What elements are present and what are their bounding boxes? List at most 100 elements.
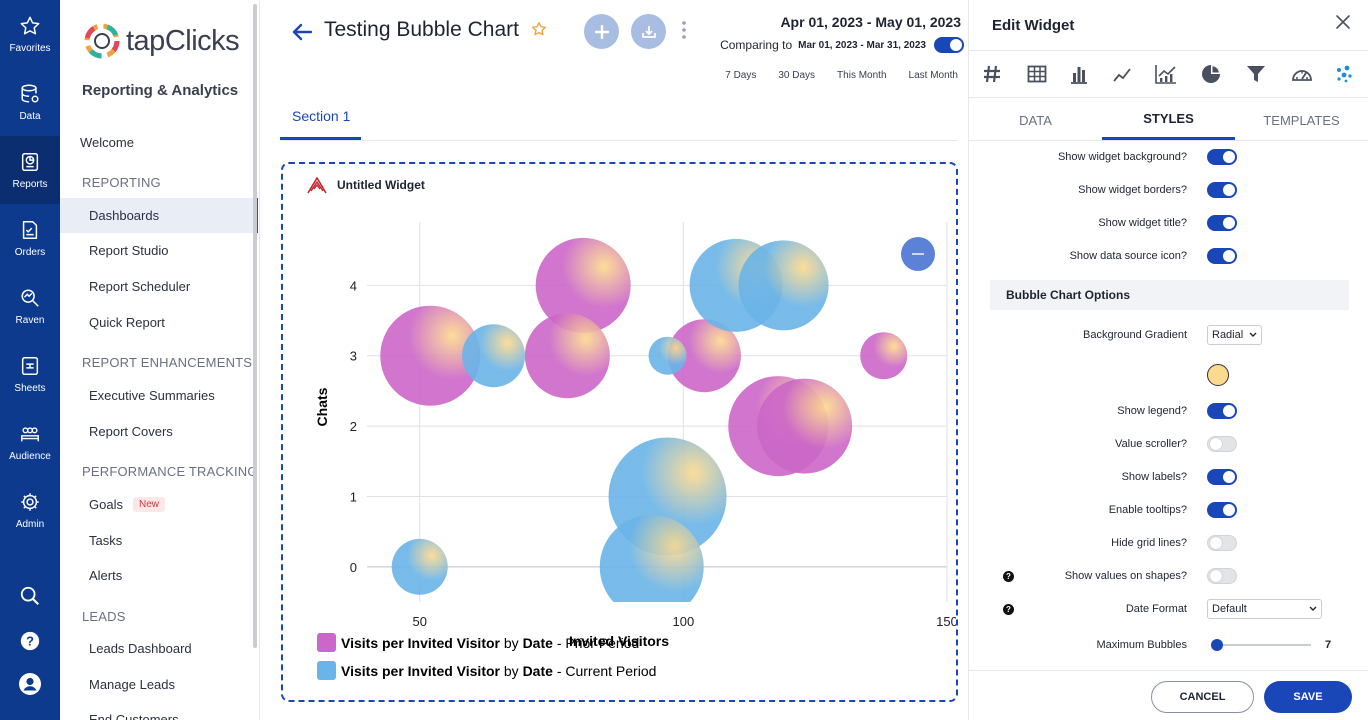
help-icon[interactable]: ? (1003, 570, 1014, 582)
quick-ranges: 7 Days 30 Days This Month Last Month (725, 70, 958, 81)
favorite-star-icon[interactable] (531, 21, 547, 37)
bubble[interactable] (391, 538, 448, 595)
option-label: Date Format (1125, 603, 1187, 615)
number-icon[interactable] (983, 64, 1001, 84)
y-tick-label: 0 (350, 560, 357, 575)
close-icon[interactable] (1335, 14, 1351, 30)
value-scroller-toggle[interactable] (1207, 436, 1237, 452)
nav-item-goals[interactable]: Goals New (60, 487, 258, 522)
nav-scrollbar[interactable] (253, 4, 257, 648)
select-value: Radial (1212, 329, 1244, 341)
background-gradient-select[interactable]: Radial (1207, 325, 1262, 345)
funnel-icon[interactable] (1246, 64, 1266, 84)
profile-button[interactable] (0, 672, 60, 696)
nav-item-leads-dashboard[interactable]: Leads Dashboard (89, 641, 192, 656)
hide-grid-lines-toggle[interactable] (1207, 535, 1237, 551)
back-arrow-icon[interactable] (291, 22, 313, 42)
rail-item-favorites[interactable]: Favorites (0, 0, 60, 68)
tab-data[interactable]: DATA (1019, 112, 1052, 128)
rail-item-audience[interactable]: Audience (0, 408, 60, 476)
range-this-month[interactable]: This Month (837, 70, 887, 81)
cancel-button[interactable]: CANCEL (1151, 681, 1254, 713)
collapse-button[interactable] (901, 237, 935, 271)
option-label: Enable tooltips? (1108, 504, 1187, 516)
bubble[interactable] (524, 313, 610, 399)
tab-section-1[interactable]: Section 1 (280, 108, 361, 140)
more-menu-icon[interactable] (679, 20, 689, 40)
reports-icon (21, 152, 39, 171)
range-last-month[interactable]: Last Month (908, 70, 958, 81)
bubble[interactable] (462, 324, 526, 388)
help-button[interactable]: ? (0, 630, 60, 652)
rail-item-orders[interactable]: Orders (0, 204, 60, 272)
bubble[interactable] (599, 514, 704, 619)
save-button[interactable]: SAVE (1264, 681, 1352, 713)
brand-logo: tapClicks (82, 18, 242, 64)
slider-track (1211, 644, 1311, 646)
rail-item-data[interactable]: Data (0, 68, 60, 136)
values-on-shapes-toggle[interactable] (1207, 568, 1237, 584)
comparison-toggle[interactable] (934, 37, 964, 53)
bubble[interactable] (648, 336, 687, 375)
nav-item-report-studio[interactable]: Report Studio (89, 243, 169, 258)
date-format-select[interactable]: Default (1207, 599, 1322, 619)
bubble[interactable] (380, 305, 481, 406)
gauge-icon[interactable] (1291, 64, 1313, 84)
line-chart-icon[interactable] (1113, 64, 1131, 84)
nav-item-tasks[interactable]: Tasks (89, 533, 123, 548)
add-button[interactable] (584, 14, 619, 49)
bubble[interactable] (860, 332, 908, 380)
show-title-toggle[interactable] (1207, 215, 1237, 231)
nav-item-report-scheduler[interactable]: Report Scheduler (89, 279, 191, 294)
legend-item-prior[interactable]: Visits per Invited Visitor by Date - Pri… (317, 633, 639, 652)
range-7-days[interactable]: 7 Days (725, 70, 757, 81)
show-borders-toggle[interactable] (1207, 182, 1237, 198)
nav-item-quick-report[interactable]: Quick Report (89, 315, 165, 330)
gradient-color-picker[interactable] (1207, 364, 1229, 386)
show-labels-toggle[interactable] (1207, 469, 1237, 485)
nav-item-end-customers[interactable]: End Customers (89, 712, 179, 720)
option-gradient-color (969, 364, 1368, 386)
legend-item-current[interactable]: Visits per Invited Visitor by Date - Cur… (317, 661, 656, 680)
tab-styles[interactable]: STYLES (1102, 100, 1235, 140)
rail-item-reports[interactable]: Reports (0, 136, 60, 204)
comparing-label: Comparing to (720, 38, 793, 52)
show-background-toggle[interactable] (1207, 149, 1237, 165)
bar-chart-icon[interactable] (1070, 64, 1088, 84)
rail-item-raven[interactable]: Raven (0, 272, 60, 340)
maximum-bubbles-slider[interactable] (1211, 639, 1311, 651)
x-tick-label: 50 (412, 614, 426, 629)
user-avatar-icon (19, 673, 41, 695)
widget-type-bar (969, 50, 1368, 98)
option-label: Hide grid lines? (1111, 537, 1187, 549)
search-button[interactable] (0, 585, 60, 607)
combo-chart-icon[interactable] (1155, 64, 1177, 84)
bubble-chart-icon[interactable] (1335, 64, 1353, 84)
bubble[interactable] (667, 319, 741, 393)
bubble[interactable] (757, 378, 853, 474)
download-button[interactable] (631, 14, 666, 49)
show-legend-toggle[interactable] (1207, 403, 1237, 419)
bubble[interactable] (535, 237, 631, 333)
nav-item-alerts[interactable]: Alerts (89, 568, 123, 583)
nav-item-executive-summaries[interactable]: Executive Summaries (89, 388, 215, 403)
help-icon[interactable]: ? (1003, 603, 1014, 615)
nav-item-welcome[interactable]: Welcome (80, 135, 134, 150)
rail-label: Audience (9, 450, 51, 462)
nav-item-dashboards[interactable]: Dashboards (60, 198, 258, 233)
comparison-range[interactable]: Mar 01, 2023 - Mar 31, 2023 (798, 39, 926, 51)
table-icon[interactable] (1027, 64, 1047, 84)
slider-thumb[interactable] (1211, 639, 1223, 651)
show-data-source-icon-toggle[interactable] (1207, 248, 1237, 264)
range-30-days[interactable]: 30 Days (778, 70, 816, 81)
rail-item-admin[interactable]: Admin (0, 476, 60, 544)
date-range[interactable]: Apr 01, 2023 - May 01, 2023 (780, 14, 961, 30)
pie-chart-icon[interactable] (1201, 64, 1221, 84)
enable-tooltips-toggle[interactable] (1207, 502, 1237, 518)
tab-templates[interactable]: TEMPLATES (1263, 112, 1340, 128)
nav-item-manage-leads[interactable]: Manage Leads (89, 677, 176, 692)
rail-item-sheets[interactable]: Sheets (0, 340, 60, 408)
nav-item-report-covers[interactable]: Report Covers (89, 424, 173, 439)
bubble[interactable] (738, 240, 829, 331)
bubble-chart-widget[interactable]: Untitled Widget 0 1 2 3 4 50 100 150 Invited Vis… (281, 162, 958, 702)
